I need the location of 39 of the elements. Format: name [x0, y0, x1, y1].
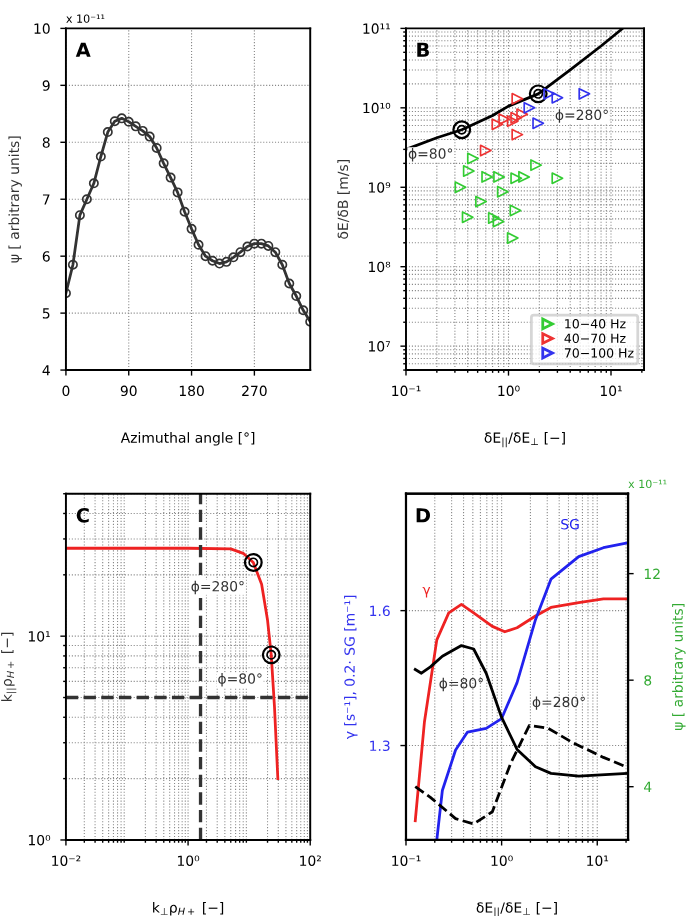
point — [137, 125, 148, 136]
point — [298, 305, 309, 316]
point — [179, 206, 190, 217]
point — [221, 256, 232, 267]
text: D — [416, 508, 430, 523]
point — [263, 240, 274, 251]
point — [130, 121, 141, 132]
point — [291, 291, 302, 302]
point — [95, 151, 106, 162]
point — [109, 116, 120, 127]
point — [277, 259, 288, 270]
point — [235, 247, 246, 258]
point — [256, 238, 267, 249]
text: B — [417, 42, 429, 57]
point — [123, 116, 134, 127]
point — [158, 158, 169, 169]
point — [116, 113, 127, 124]
point — [242, 241, 253, 252]
point — [81, 194, 92, 205]
point — [74, 210, 85, 221]
point — [207, 255, 218, 266]
point — [284, 278, 295, 289]
point — [88, 178, 99, 189]
line-series — [65, 113, 311, 327]
text: A — [75, 42, 91, 57]
point — [186, 223, 197, 234]
point — [200, 251, 211, 262]
point — [165, 172, 176, 183]
point — [144, 131, 155, 142]
point — [172, 187, 183, 198]
point — [270, 247, 281, 258]
text: C — [76, 507, 89, 523]
point — [67, 259, 78, 270]
point — [228, 252, 239, 263]
point — [193, 239, 204, 250]
point — [102, 127, 113, 138]
point — [249, 238, 260, 249]
point — [214, 258, 225, 269]
point — [151, 142, 162, 153]
